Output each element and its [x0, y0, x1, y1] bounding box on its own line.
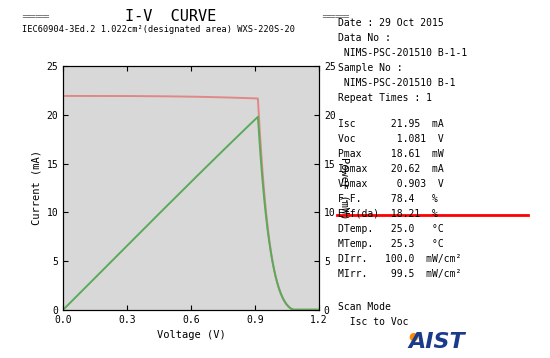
Text: Data No :: Data No :	[338, 33, 391, 43]
Text: Pmax     18.61  mW: Pmax 18.61 mW	[338, 149, 444, 159]
Text: ════: ════	[322, 11, 349, 21]
Text: DTemp.   25.0   °C: DTemp. 25.0 °C	[338, 224, 444, 234]
Text: Scan Mode: Scan Mode	[338, 302, 391, 312]
Text: Isc      21.95  mA: Isc 21.95 mA	[338, 118, 444, 129]
Text: DIrr.   100.0  mW/cm²: DIrr. 100.0 mW/cm²	[338, 254, 461, 264]
Text: IEC60904-3Ed.2 1.022cm²(designated area) WXS-220S-20: IEC60904-3Ed.2 1.022cm²(designated area)…	[22, 25, 295, 34]
Text: Voc       1.081  V: Voc 1.081 V	[338, 134, 444, 144]
X-axis label: Voltage (V): Voltage (V)	[157, 330, 226, 340]
Text: Sample No :: Sample No :	[338, 63, 403, 73]
Text: I-V  CURVE: I-V CURVE	[125, 9, 216, 24]
Text: Isc to Voc: Isc to Voc	[338, 317, 409, 327]
Text: Eff(da)  18.21  %: Eff(da) 18.21 %	[338, 209, 438, 219]
Text: MTemp.   25.3   °C: MTemp. 25.3 °C	[338, 239, 444, 249]
Text: NIMS-PSC-201510 B-1: NIMS-PSC-201510 B-1	[338, 78, 456, 88]
Text: AIST: AIST	[409, 332, 465, 352]
Y-axis label: Current (mA): Current (mA)	[31, 150, 41, 226]
Text: F.F.     78.4   %: F.F. 78.4 %	[338, 194, 438, 204]
Text: Date : 29 Oct 2015: Date : 29 Oct 2015	[338, 18, 444, 28]
Text: NIMS-PSC-201510 B-1-1: NIMS-PSC-201510 B-1-1	[338, 48, 468, 58]
Text: MIrr.    99.5  mW/cm²: MIrr. 99.5 mW/cm²	[338, 269, 461, 279]
Text: ●: ●	[409, 332, 419, 342]
Text: Ipmax    20.62  mA: Ipmax 20.62 mA	[338, 164, 444, 174]
Text: ════: ════	[22, 11, 49, 21]
Text: Vpmax     0.903  V: Vpmax 0.903 V	[338, 179, 444, 189]
Y-axis label: Power (mW): Power (mW)	[339, 157, 349, 219]
Text: Repeat Times : 1: Repeat Times : 1	[338, 93, 432, 103]
